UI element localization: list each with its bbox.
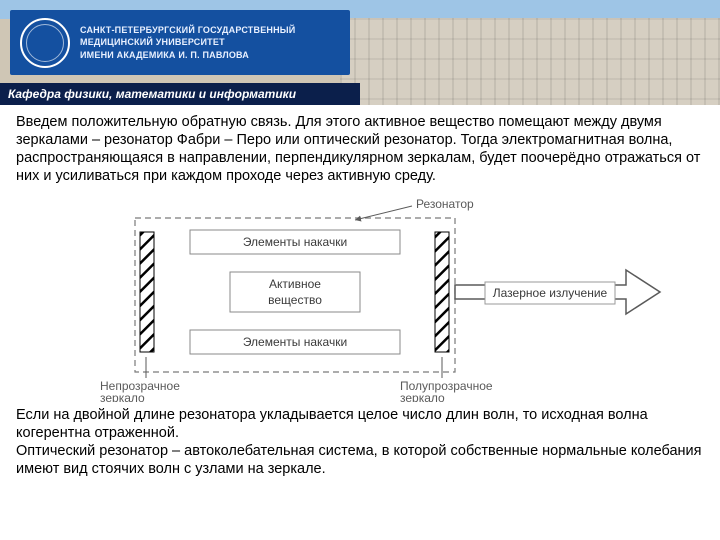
- pump-top-label: Элементы накачки: [243, 235, 347, 249]
- department-bar: Кафедра физики, математики и информатики: [0, 83, 360, 105]
- slide-content: Введем положительную обратную связь. Для…: [0, 105, 720, 484]
- active-label2: вещество: [268, 293, 322, 307]
- resonator-pointer: [355, 206, 412, 220]
- paragraph-1: Введем положительную обратную связь. Для…: [16, 113, 704, 186]
- banner-line1: САНКТ-ПЕТЕРБУРГСКИЙ ГОСУДАРСТВЕННЫЙ: [80, 24, 295, 36]
- laser-diagram: Резонатор Элементы накачки Активное веще…: [40, 192, 680, 402]
- department-label: Кафедра физики, математики и информатики: [8, 87, 296, 101]
- banner-line2: МЕДИЦИНСКИЙ УНИВЕРСИТЕТ: [80, 36, 295, 48]
- slide-header: САНКТ-ПЕТЕРБУРГСКИЙ ГОСУДАРСТВЕННЫЙ МЕДИ…: [0, 0, 720, 105]
- output-label: Лазерное излучение: [493, 286, 608, 300]
- university-banner: САНКТ-ПЕТЕРБУРГСКИЙ ГОСУДАРСТВЕННЫЙ МЕДИ…: [10, 10, 350, 75]
- label-resonator: Резонатор: [416, 197, 474, 211]
- banner-line3: ИМЕНИ АКАДЕМИКА И. П. ПАВЛОВА: [80, 49, 295, 61]
- university-logo-icon: [20, 18, 70, 68]
- right-mirror-l2: зеркало: [400, 391, 445, 402]
- university-name: САНКТ-ПЕТЕРБУРГСКИЙ ГОСУДАРСТВЕННЫЙ МЕДИ…: [80, 24, 295, 60]
- paragraph-2: Если на двойной длине резонатора укладыв…: [16, 406, 704, 442]
- active-label1: Активное: [269, 277, 321, 291]
- paragraph-3: Оптический резонатор – автоколебательная…: [16, 442, 704, 478]
- laser-diagram-svg: Резонатор Элементы накачки Активное веще…: [40, 192, 680, 402]
- pump-bottom-label: Элементы накачки: [243, 335, 347, 349]
- mirror-left: [140, 232, 154, 352]
- left-mirror-l2: зеркало: [100, 391, 145, 402]
- mirror-right: [435, 232, 449, 352]
